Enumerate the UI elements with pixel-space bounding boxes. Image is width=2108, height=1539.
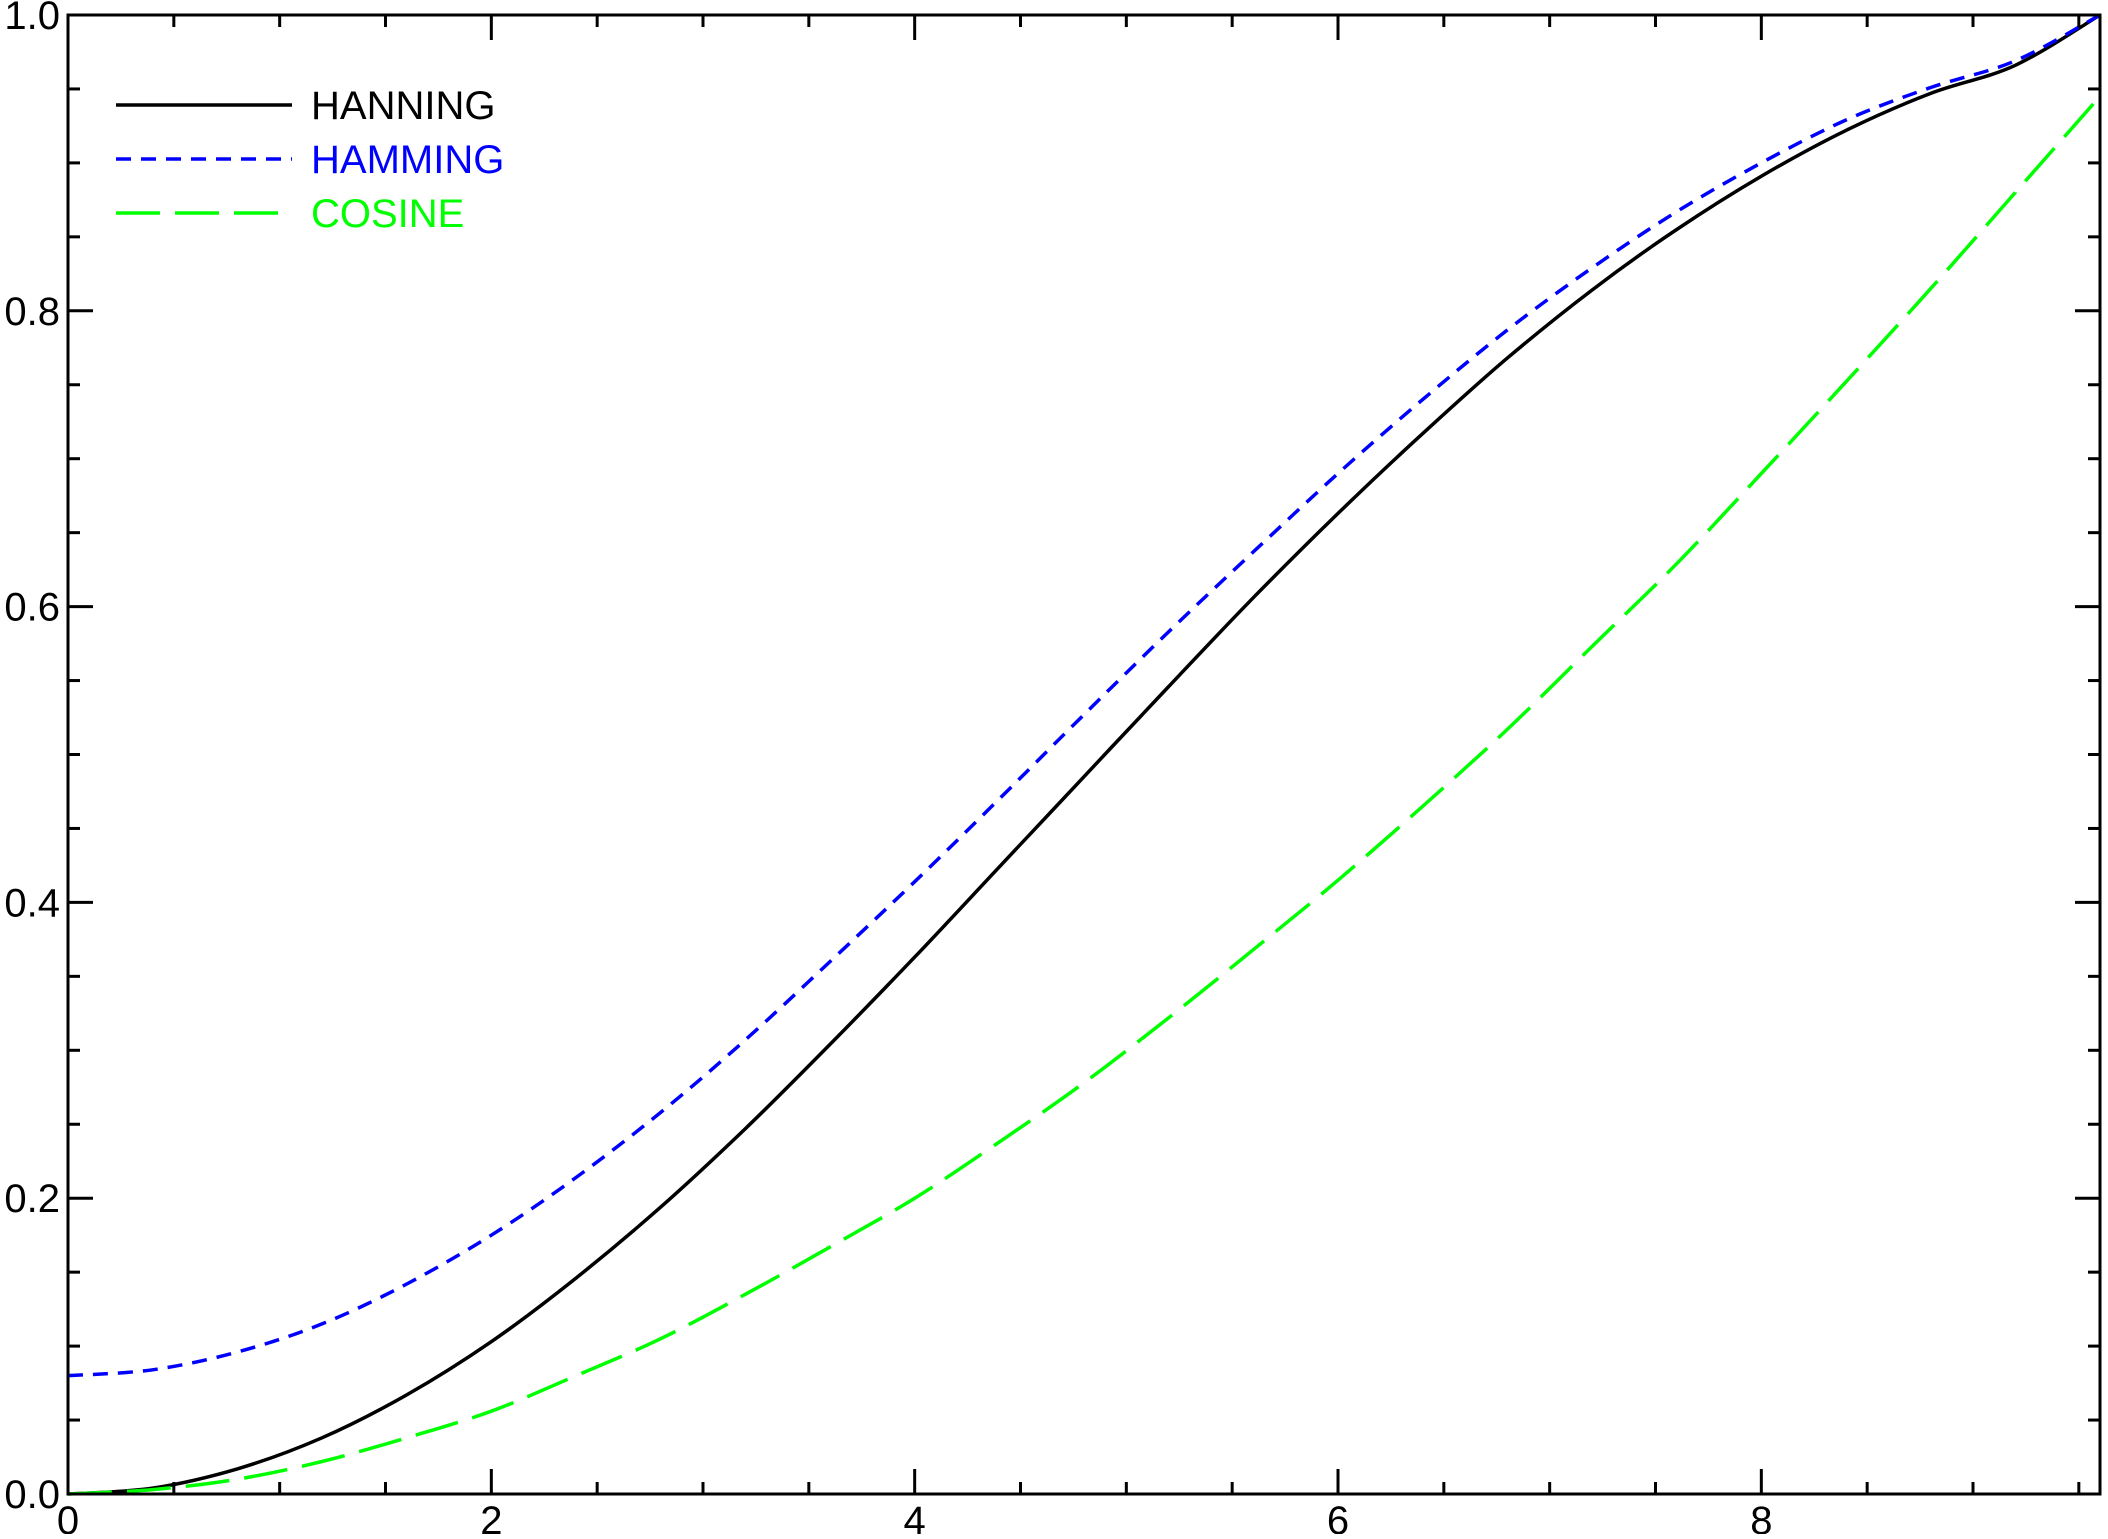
y-tick-label: 0.0	[4, 1473, 60, 1517]
y-tick-label: 0.6	[4, 586, 60, 630]
x-tick-label: 8	[1750, 1499, 1772, 1534]
y-tick-label: 0.2	[4, 1177, 60, 1221]
series-line-cosine	[67, 95, 2102, 1496]
tick-labels: 0 2 4 6 8 0.0 0.2 0.4 0.6 0.8 1.0	[4, 0, 1772, 1539]
legend-label-cosine: COSINE	[311, 192, 464, 236]
legend-label-hamming: HAMMING	[311, 138, 504, 182]
series-layer	[67, 13, 2102, 1496]
y-tick-label: 1.0	[4, 0, 60, 38]
series-line-hamming	[67, 13, 2101, 1378]
series-line-hanning	[67, 13, 2101, 1496]
ticks-layer	[66, 13, 2100, 1496]
y-tick-label: 0.4	[4, 881, 60, 925]
plot-frame	[66, 13, 2102, 1496]
y-tick-label: 0.8	[4, 290, 60, 334]
legend-label-hanning: HANNING	[311, 84, 495, 128]
legend: HANNING HAMMING COSINE	[116, 84, 504, 236]
x-tick-label: 2	[480, 1499, 502, 1534]
x-tick-label: 6	[1327, 1499, 1349, 1534]
x-tick-label: 4	[904, 1499, 926, 1534]
x-tick-label: 0	[57, 1499, 79, 1534]
